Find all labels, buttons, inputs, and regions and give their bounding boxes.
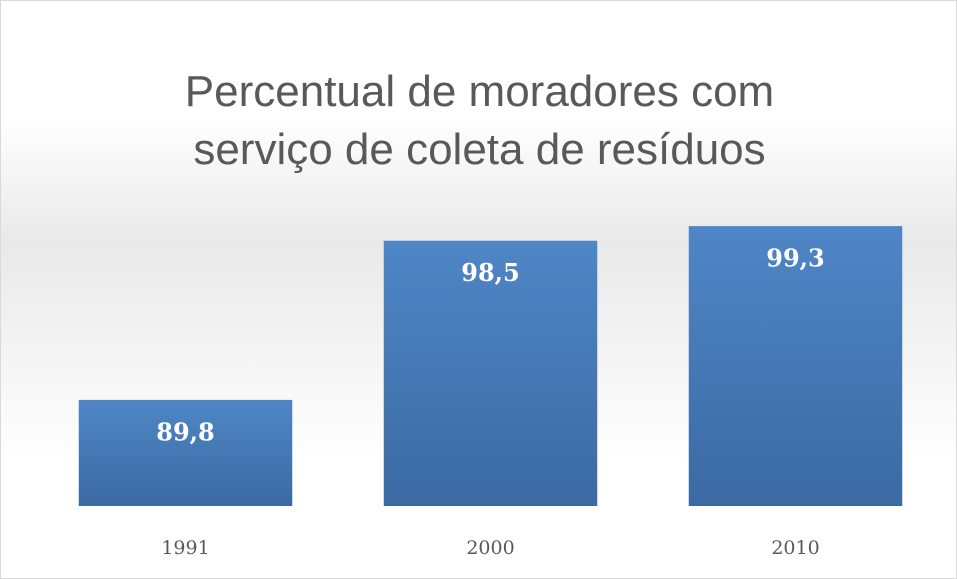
bar xyxy=(383,240,598,506)
chart-title: Percentual de moradores com serviço de c… xyxy=(184,67,775,174)
x-tick-label: 1991 xyxy=(161,537,209,559)
x-tick-label: 2010 xyxy=(771,537,819,559)
bar xyxy=(78,399,293,506)
data-label: 99,3 xyxy=(766,244,824,273)
x-tick-label: 2000 xyxy=(466,537,514,559)
data-label: 89,8 xyxy=(156,417,214,446)
data-label: 98,5 xyxy=(461,258,519,287)
bar xyxy=(688,226,903,506)
